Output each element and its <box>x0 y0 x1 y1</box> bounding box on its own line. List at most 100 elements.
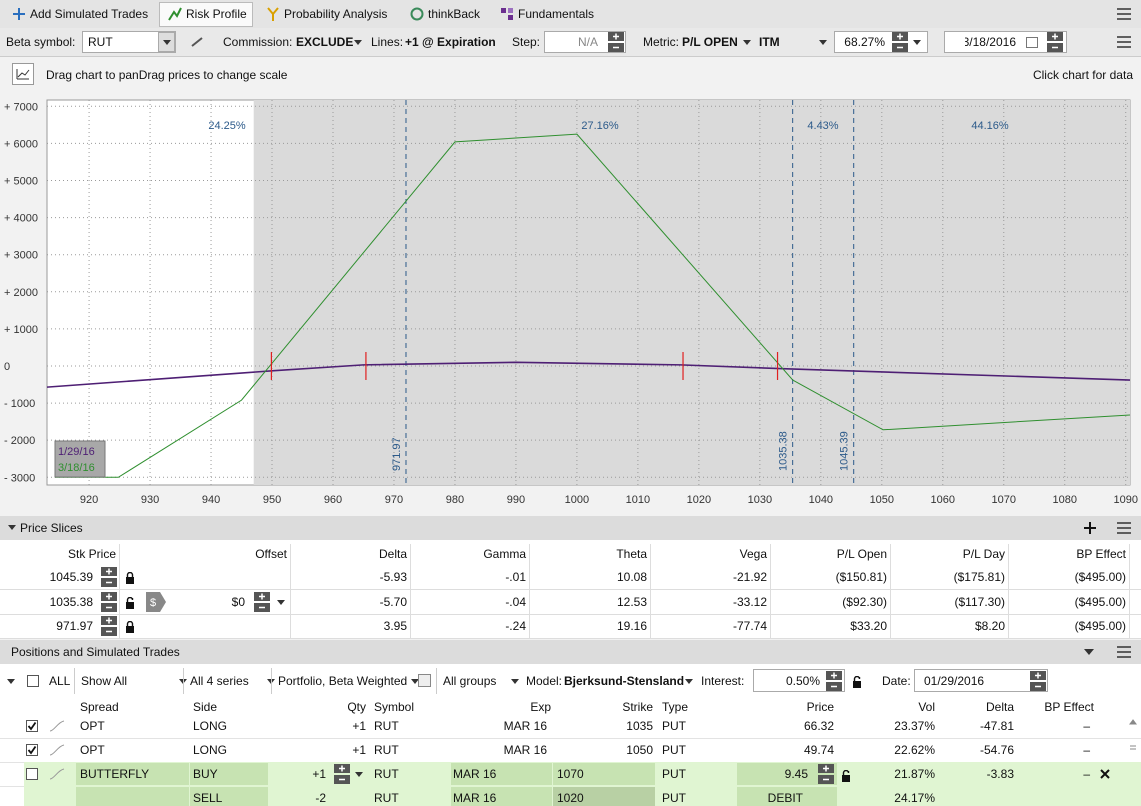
column-divider <box>290 544 291 638</box>
tab[interactable]: Probability Analysis <box>284 7 388 21</box>
dropdown-arrow[interactable] <box>510 678 520 686</box>
y-tick-label: 0 <box>4 361 10 373</box>
label: Model: <box>526 674 563 688</box>
cell: ($175.81) <box>953 570 1005 584</box>
tab[interactable]: thinkBack <box>428 7 481 21</box>
column-header: BP Effect <box>1044 700 1094 714</box>
column-divider <box>770 544 771 638</box>
remove-button[interactable] <box>1100 769 1110 779</box>
dropdown-arrow[interactable] <box>353 39 363 47</box>
plus-minus-buttons[interactable] <box>1030 671 1046 691</box>
plus-minus-buttons[interactable] <box>101 567 117 587</box>
cell: ($495.00) <box>1074 619 1126 633</box>
cell: ($92.30) <box>842 594 887 609</box>
hint: Click chart for data <box>1032 68 1133 82</box>
tab-icon[interactable] <box>168 7 182 21</box>
cell: PUT <box>662 719 686 733</box>
y-tick-label: - 1000 <box>4 398 35 410</box>
column-header: Vol <box>918 700 935 714</box>
checkbox[interactable] <box>26 768 38 780</box>
plus-minus-buttons[interactable] <box>892 32 908 52</box>
plus-minus-buttons[interactable] <box>608 32 624 52</box>
column-divider <box>1129 544 1130 638</box>
cell: BUTTERFLY <box>80 767 150 781</box>
y-tick-label: + 3000 <box>4 250 38 262</box>
tab-icon[interactable] <box>410 7 424 21</box>
cell: -5.93 <box>379 570 407 584</box>
lock-icon[interactable] <box>852 676 862 688</box>
dropdown-arrow[interactable] <box>162 39 172 47</box>
tab-icon[interactable] <box>12 7 26 21</box>
plus-minus-buttons[interactable] <box>101 591 117 612</box>
chart-toggle[interactable] <box>49 768 65 780</box>
plus-minus-buttons[interactable] <box>254 591 270 612</box>
value: P/L OPEN <box>682 35 738 49</box>
dropdown-arrow[interactable] <box>912 39 922 47</box>
date-input[interactable] <box>914 669 1048 692</box>
lock-icon[interactable] <box>125 621 135 633</box>
filter[interactable]: Show All <box>81 674 128 688</box>
add-button[interactable] <box>1083 521 1097 535</box>
cell: 1050 <box>626 743 653 757</box>
chart-toggle[interactable] <box>49 720 65 732</box>
plus-minus-buttons[interactable] <box>1047 32 1063 52</box>
menu-button[interactable] <box>1117 8 1131 20</box>
filter[interactable]: All groups <box>443 674 497 688</box>
svg-text:$: $ <box>150 597 156 609</box>
cell-background <box>553 763 655 785</box>
plus-minus-buttons[interactable] <box>334 764 350 784</box>
dropdown-arrow[interactable] <box>818 39 828 47</box>
tab[interactable]: Risk Profile <box>186 7 247 21</box>
tab[interactable]: Add Simulated Trades <box>30 7 149 21</box>
interest-input[interactable] <box>753 669 845 692</box>
column-header: Type <box>662 700 689 714</box>
checkbox[interactable] <box>26 744 38 756</box>
toggle-icon[interactable] <box>418 674 431 687</box>
menu-button[interactable] <box>1117 646 1131 658</box>
beta-symbol-input[interactable] <box>82 31 176 53</box>
cell: $33.20 <box>850 619 887 633</box>
risk-chart[interactable]: 920 930 940 950 960 970 980 990 1000 1010 1020 1030… <box>0 92 1141 512</box>
cell: OPT <box>80 719 105 733</box>
plus-minus-buttons[interactable] <box>101 616 117 636</box>
step-input[interactable] <box>544 31 626 53</box>
cell: 971.97 <box>56 619 93 633</box>
tab-icon[interactable] <box>266 7 280 21</box>
collapse-arrow[interactable] <box>8 524 16 532</box>
cell: +1 <box>312 767 326 781</box>
column-header: Delta <box>378 547 407 561</box>
label: Beta symbol: <box>6 35 76 49</box>
plus-minus-buttons[interactable] <box>826 671 842 691</box>
lock-icon[interactable] <box>125 596 135 609</box>
row-divider <box>0 638 1141 639</box>
y-tick-label: + 5000 <box>4 176 38 188</box>
menu-button[interactable] <box>1117 522 1131 534</box>
y-tick-label: + 4000 <box>4 213 38 225</box>
calendar-icon[interactable] <box>1026 36 1038 48</box>
cell: PUT <box>662 767 686 781</box>
lock-icon[interactable] <box>841 770 851 782</box>
dropdown-arrow[interactable] <box>742 39 752 47</box>
collapse-arrow[interactable] <box>1084 648 1094 656</box>
tab-icon[interactable] <box>500 7 514 21</box>
dropdown-arrow[interactable] <box>684 678 694 686</box>
filter[interactable]: Portfolio, Beta Weighted <box>278 674 408 688</box>
plus-minus-buttons[interactable] <box>818 764 834 784</box>
dropdown-arrow[interactable] <box>276 599 286 607</box>
currency-tag[interactable]: $ <box>146 591 166 612</box>
x-tick-label: 1040 <box>809 494 833 506</box>
checkbox[interactable] <box>27 675 39 687</box>
dropdown-arrow[interactable] <box>354 771 364 779</box>
tab[interactable]: Fundamentals <box>518 7 595 21</box>
chart-mode-icon[interactable] <box>12 63 34 85</box>
checkbox[interactable] <box>26 720 38 732</box>
divider <box>74 668 75 694</box>
chart-toggle[interactable] <box>49 744 65 756</box>
menu-button[interactable] <box>1117 36 1131 48</box>
lock-icon[interactable] <box>125 572 135 584</box>
cell: -5.70 <box>379 594 407 609</box>
dropdown-arrow[interactable] <box>410 678 420 686</box>
filter[interactable]: All 4 series <box>190 674 249 688</box>
input-value: 01/29/2016 <box>924 674 985 688</box>
dropdown-arrow[interactable] <box>6 678 16 686</box>
